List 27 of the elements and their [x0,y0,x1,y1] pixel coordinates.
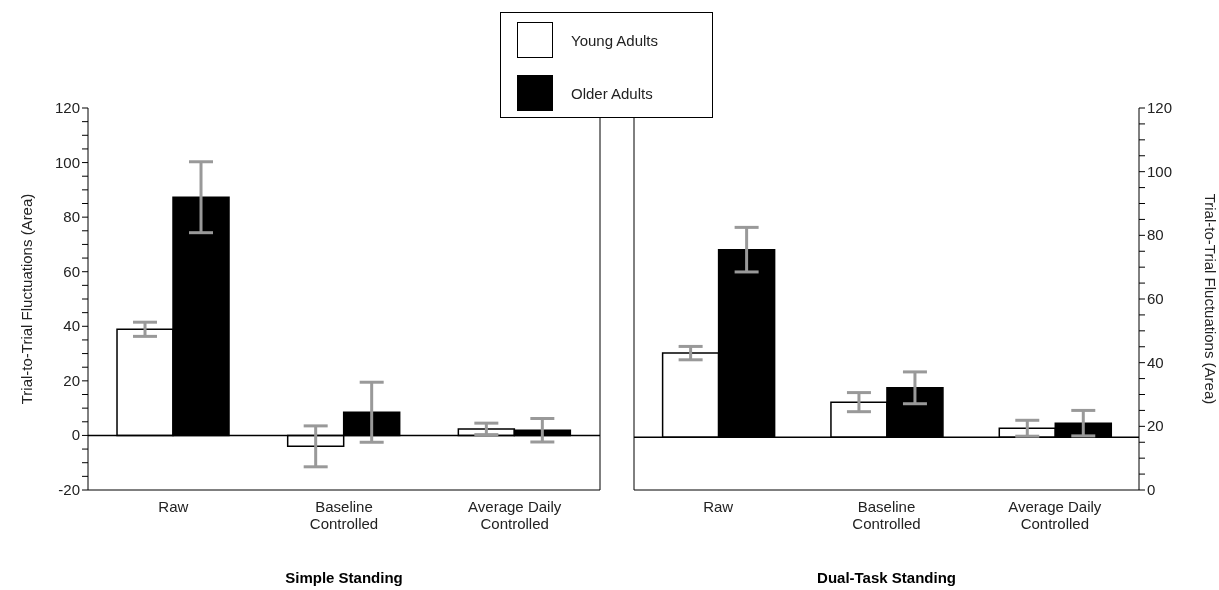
x-tick-label: Raw [703,498,734,515]
y-axis-title: Trial-to-Trial Fluctuations (Area) [18,193,36,405]
legend-label: Older Adults [571,84,653,102]
y-tick-label: 40 [63,317,80,335]
y2-tick-label: 0 [1147,481,1156,498]
y2-tick-label: 60 [1147,290,1164,307]
y-tick-label: -20 [58,481,80,498]
y2-tick-label: 80 [1147,226,1164,244]
y2-tick-label: 120 [1147,99,1173,116]
x-axis-title: Simple Standing [285,569,403,586]
y-tick-label: 60 [63,262,80,280]
legend-label: Young Adults [571,31,659,49]
x-axis-title: Dual-Task Standing [817,569,956,586]
x-tick-label: Raw [158,498,189,515]
y2-tick-label: 40 [1147,353,1164,371]
y-tick-label: 100 [54,153,80,171]
y2-tick-label: 20 [1147,417,1164,435]
x-tick-label: Average Daily Controlled [468,498,562,532]
y2-tick-label: 100 [1147,162,1173,180]
x-tick-label: Baseline Controlled [309,498,379,532]
y2-axis-title: Trial-to-Trial Fluctuations (Area) [1201,193,1219,405]
x-tick-label: Average Daily Controlled [1008,498,1102,532]
x-tick-label: Baseline Controlled [852,498,921,532]
y-tick-label: 120 [54,99,80,116]
y-tick-label: 20 [63,371,80,389]
y-tick-label: 0 [71,426,80,444]
y-tick-label: 80 [63,208,80,226]
